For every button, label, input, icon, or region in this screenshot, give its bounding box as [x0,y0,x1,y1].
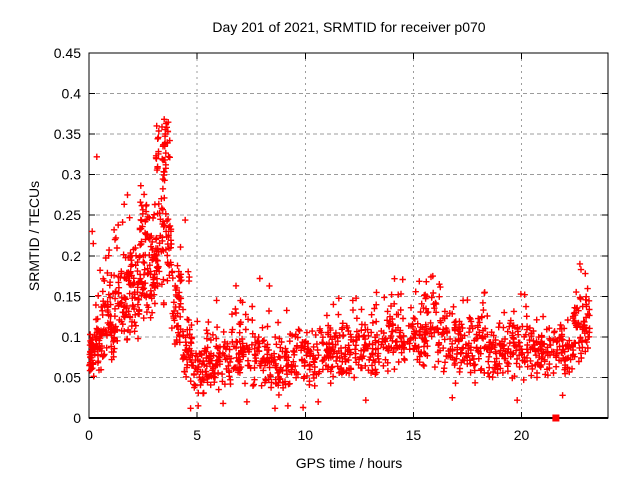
svg-text:0.15: 0.15 [54,288,81,304]
svg-text:0.2: 0.2 [62,248,82,264]
chart-title: Day 201 of 2021, SRMTID for receiver p07… [212,19,486,35]
svg-text:0.3: 0.3 [62,167,82,183]
scatter-points [86,116,593,412]
svg-text:0: 0 [85,427,93,443]
tick-labels-y: 0 0.05 0.1 0.15 0.2 0.25 0.3 0.35 0.4 0.45 [54,45,81,426]
tick-marks [88,52,608,419]
zero-square-point [552,414,560,422]
svg-text:0.45: 0.45 [54,45,81,61]
tick-labels-x: 0 5 10 15 20 [85,427,529,443]
svg-text:0.4: 0.4 [62,86,82,102]
svg-text:0.35: 0.35 [54,126,81,142]
svg-text:5: 5 [193,427,201,443]
svg-text:0.05: 0.05 [54,369,81,385]
svg-text:0: 0 [73,410,81,426]
svg-text:15: 15 [406,427,422,443]
svg-text:10: 10 [297,427,313,443]
svg-text:0.1: 0.1 [62,329,82,345]
x-axis-label: GPS time / hours [295,455,403,471]
y-axis-label: SRMTID / TECUs [26,180,42,292]
svg-text:0.25: 0.25 [54,207,81,223]
svg-text:20: 20 [514,427,530,443]
